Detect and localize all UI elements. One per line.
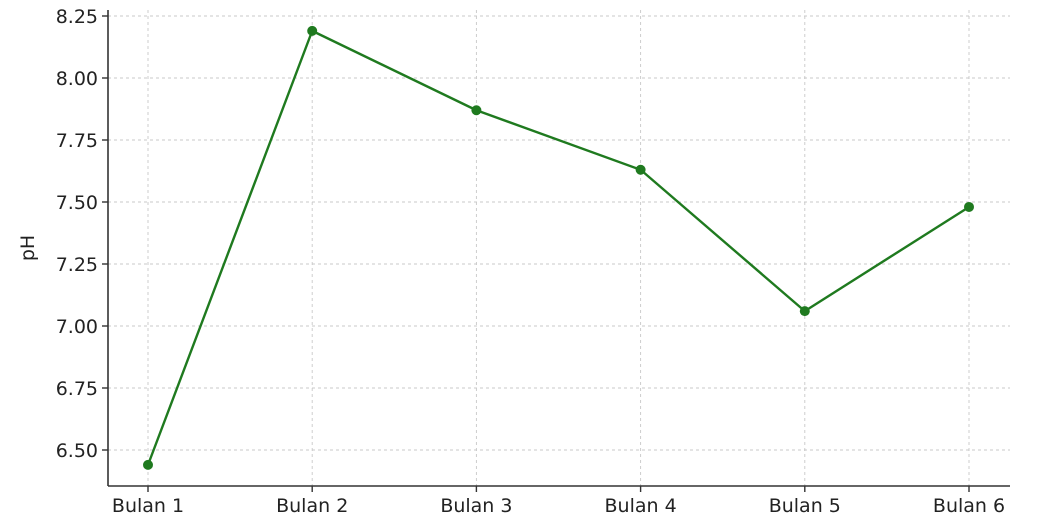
y-tick-label: 8.25 bbox=[56, 6, 98, 28]
x-tick-label: Bulan 3 bbox=[440, 495, 512, 515]
y-tick-label: 7.50 bbox=[56, 192, 98, 214]
y-tick-label: 8.00 bbox=[56, 68, 98, 90]
x-tick-label: Bulan 6 bbox=[933, 495, 1005, 515]
y-axis-title: pH bbox=[17, 235, 39, 261]
y-axis-ticks: 6.50 6.75 7.00 7.25 7.50 7.75 8.00 8.25 bbox=[56, 6, 108, 462]
y-tick-label: 7.25 bbox=[56, 254, 98, 276]
axes bbox=[107, 10, 1010, 487]
data-series bbox=[143, 25, 974, 470]
data-point bbox=[471, 105, 482, 116]
data-point bbox=[635, 164, 646, 175]
x-axis-ticks: Bulan 1 Bulan 2 Bulan 3 Bulan 4 Bulan 5 Bulan… bbox=[112, 486, 1005, 515]
y-tick-label: 7.75 bbox=[56, 130, 98, 152]
data-point bbox=[799, 306, 810, 317]
y-tick-label: 7.00 bbox=[56, 316, 98, 338]
x-tick-label: Bulan 5 bbox=[769, 495, 841, 515]
y-tick-label: 6.75 bbox=[56, 378, 98, 400]
series-line bbox=[146, 29, 970, 466]
y-tick-label: 6.50 bbox=[56, 440, 98, 462]
data-point bbox=[964, 201, 974, 212]
data-point bbox=[307, 25, 318, 36]
data-point bbox=[143, 459, 153, 470]
x-tick-label: Bulan 1 bbox=[112, 495, 184, 515]
x-tick-label: Bulan 4 bbox=[605, 495, 677, 515]
grid bbox=[108, 10, 1010, 486]
x-tick-label: Bulan 2 bbox=[276, 495, 348, 515]
